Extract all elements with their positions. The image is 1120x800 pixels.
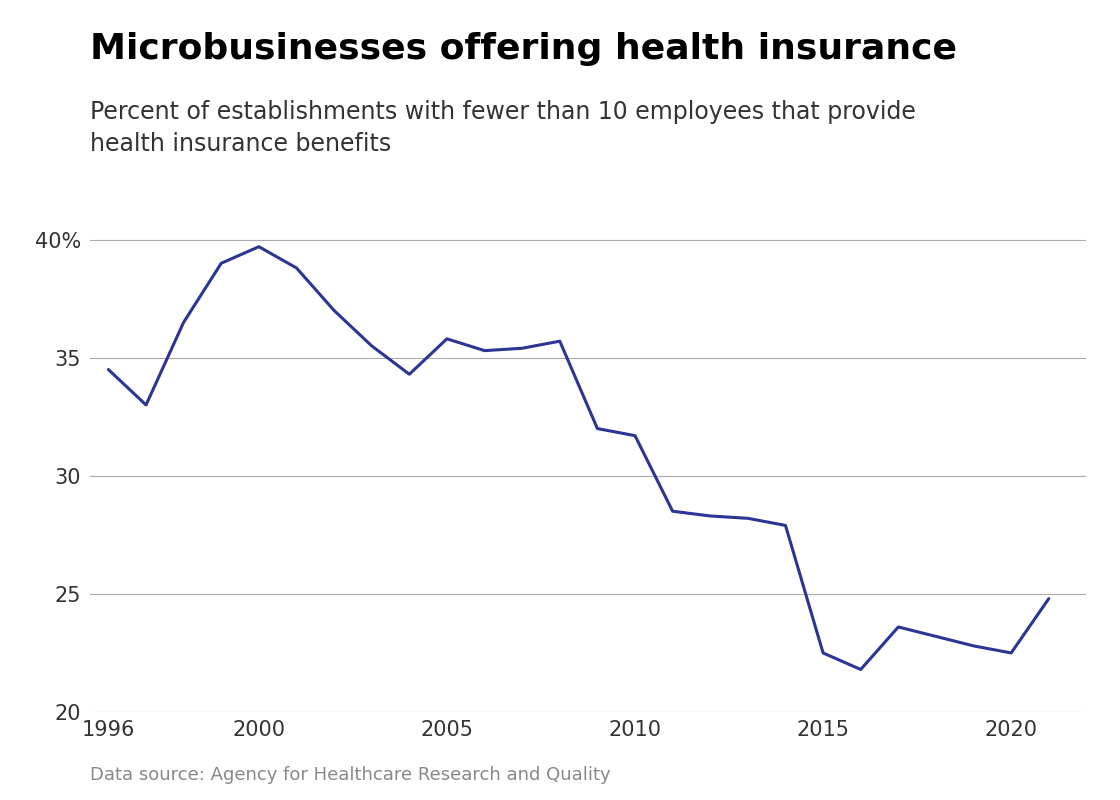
Text: Data source: Agency for Healthcare Research and Quality: Data source: Agency for Healthcare Resea…	[90, 766, 610, 784]
Text: Microbusinesses offering health insurance: Microbusinesses offering health insuranc…	[90, 32, 956, 66]
Text: Percent of establishments with fewer than 10 employees that provide
health insur: Percent of establishments with fewer tha…	[90, 100, 915, 155]
